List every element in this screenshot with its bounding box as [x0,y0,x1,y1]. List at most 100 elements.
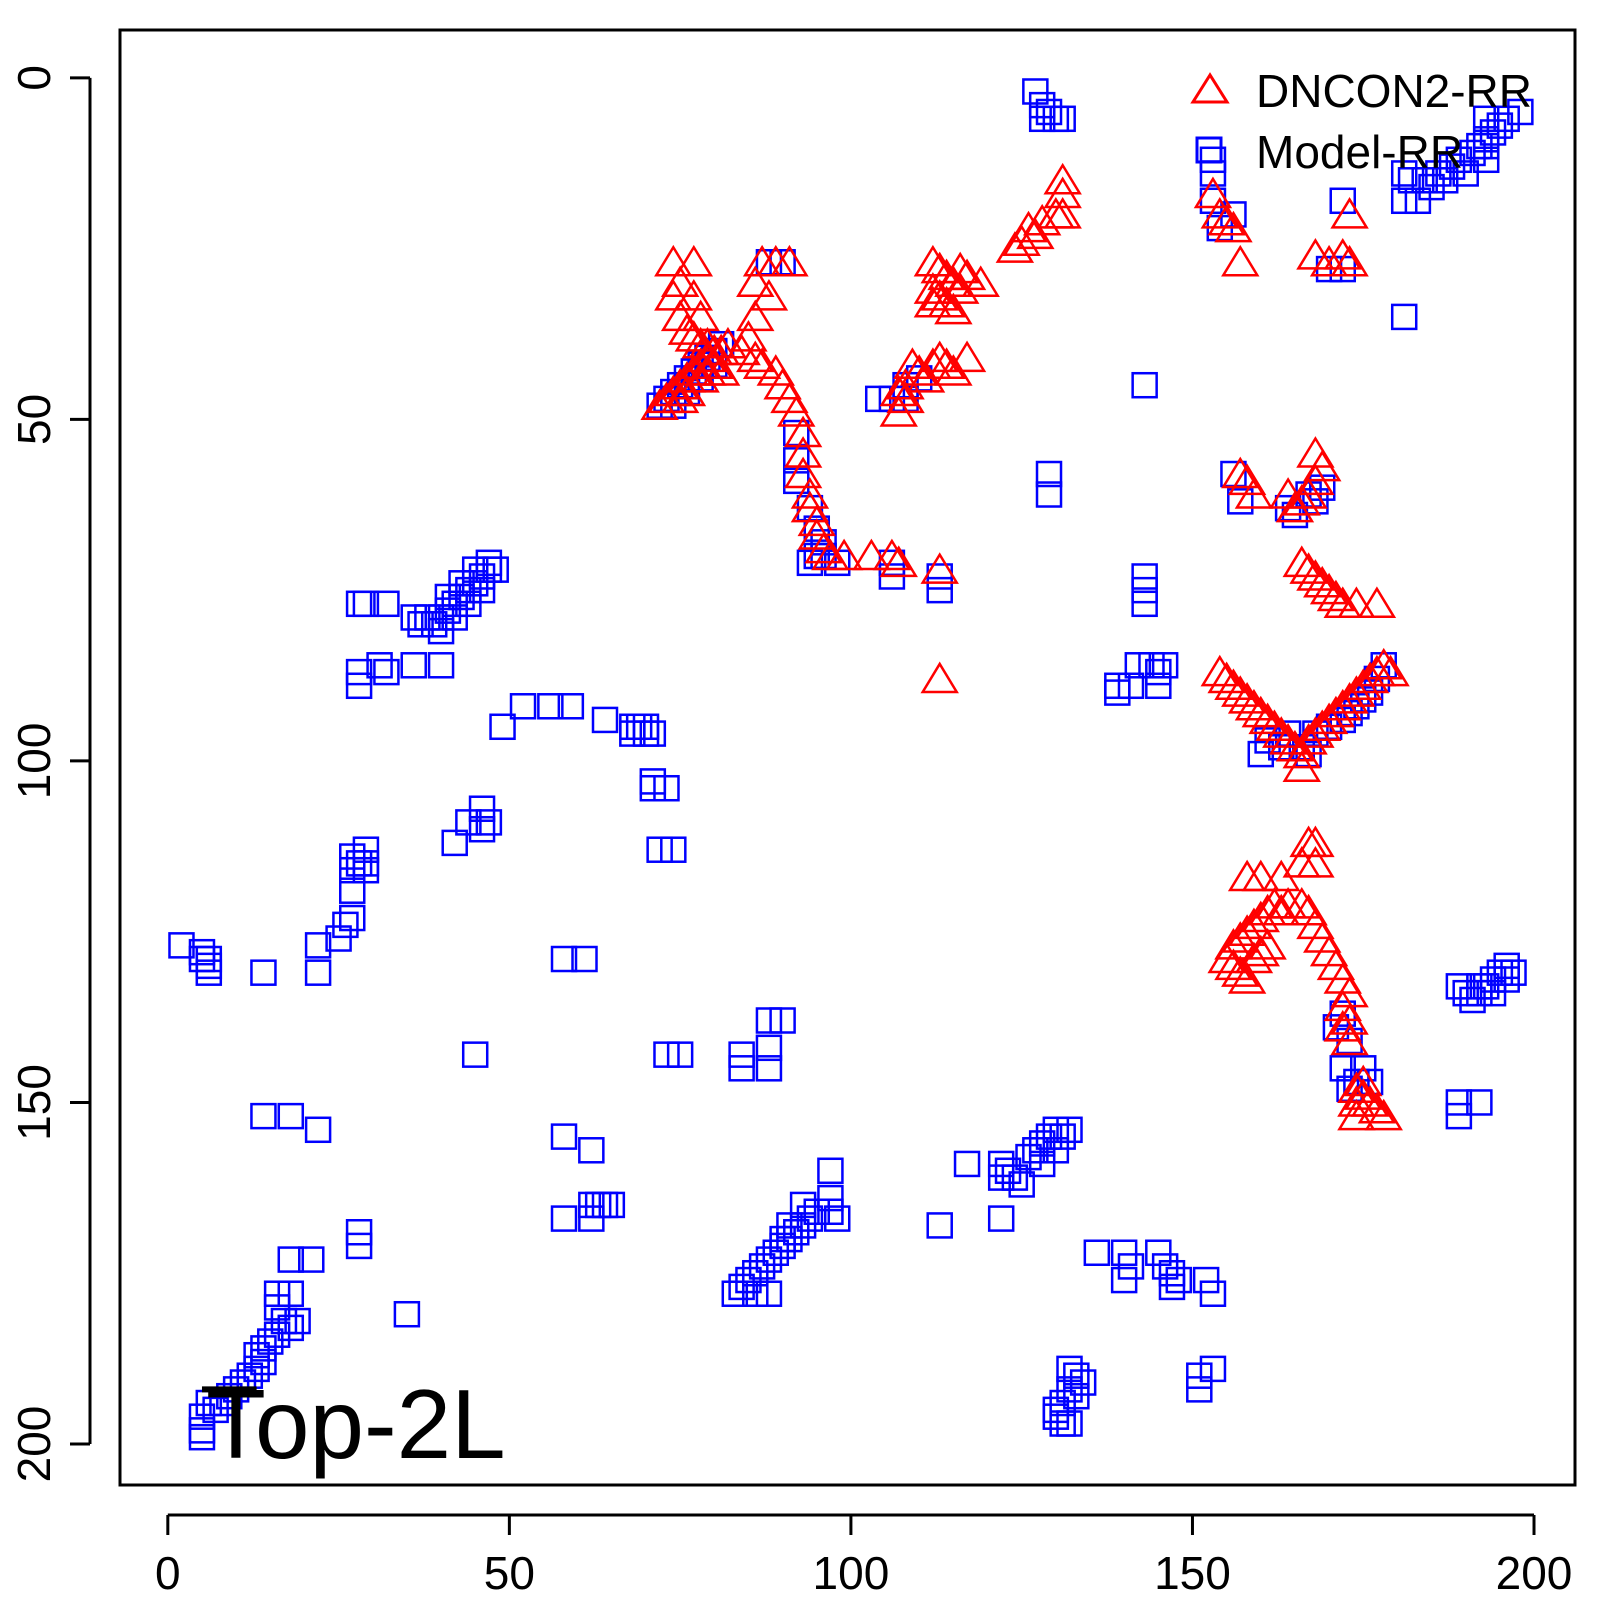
square-point [926,1212,953,1239]
square-point [400,604,427,631]
square-point [1056,1410,1083,1437]
square-point [1015,1143,1042,1171]
triangle-point [790,490,830,523]
square-point [1022,78,1049,105]
square-point [407,611,434,638]
square-point [1459,986,1486,1014]
square-point [339,877,366,904]
triangle-point [1241,859,1280,892]
square-point [1192,1266,1220,1294]
square-point [1063,1382,1090,1410]
square-point [1472,146,1500,174]
square-point [1083,1239,1111,1266]
y-tick-label: 50 [8,394,60,445]
triangle-point [961,265,1000,297]
square-point [455,576,482,604]
square-point [263,1321,291,1348]
triangle-point [1296,845,1335,878]
square-point [195,959,223,986]
square-point [461,1041,489,1068]
square-point [468,795,496,822]
square-point [1131,590,1158,618]
square-point [1452,160,1479,187]
square-point [414,604,441,631]
square-point [817,1184,844,1212]
triangle-point [1200,197,1240,229]
triangle-point [1357,1091,1397,1124]
square-point [277,1246,305,1273]
square-point [216,1382,243,1410]
square-point [1124,652,1152,679]
square-point [168,932,195,959]
square-point [1042,1137,1070,1164]
square-point [953,1150,981,1178]
square-point [461,570,489,597]
square-point [339,843,366,870]
square-point [475,809,503,836]
triangle-point [1221,675,1260,707]
square-point [619,720,646,747]
triangle-point [1207,661,1246,694]
square-point [427,617,455,645]
square-point [735,1266,762,1294]
legend-label-dncon2-rr: DNCON2-RR [1256,65,1532,117]
square-point [550,1123,578,1150]
triangle-point [1303,565,1342,598]
square-point [1063,1362,1090,1389]
square-point [660,836,687,863]
square-point [1479,979,1507,1007]
square-point [755,1246,783,1273]
square-point [441,590,468,618]
square-point [434,583,462,611]
triangle-point [1296,907,1335,940]
square-point [263,1294,291,1321]
square-point [1110,1239,1138,1266]
x-tick-label: 50 [484,1547,535,1599]
square-point [1131,576,1158,604]
triangle-point [1309,244,1349,277]
triangle-point [1248,927,1287,960]
square-point [277,1314,305,1342]
square-point [339,856,366,884]
triangle-point [777,395,816,427]
triangle-point [1227,682,1267,714]
triangle-point [1330,244,1369,277]
square-point [646,836,673,863]
triangle-point [1316,948,1356,981]
triangle-point [852,538,891,571]
square-point [1479,966,1507,993]
square-point [817,1157,844,1185]
triangle-point [749,278,789,311]
triangle-point [1221,456,1260,489]
triangle-point [920,340,959,373]
square-point [1445,146,1473,174]
square-point [441,604,468,631]
triangle-point [879,395,918,427]
triangle-point [1296,559,1335,591]
square-point [742,1280,769,1307]
triangle-point [770,381,809,414]
square-point [1186,1376,1213,1403]
triangle-point [729,319,768,352]
square-point [373,658,400,686]
triangle-point [1207,203,1246,236]
square-point [284,1307,311,1335]
square-point [202,1396,229,1424]
square-point [325,925,352,952]
triangle-point [695,347,734,379]
triangle-point [1043,162,1082,195]
triangle-point [1289,552,1328,584]
square-point [1445,1102,1473,1130]
triangle-point [1282,545,1321,578]
square-point [243,1355,270,1383]
triangle-point [701,354,741,386]
square-point [448,570,475,597]
x-tick-label: 0 [155,1547,181,1599]
square-point [578,1205,605,1232]
square-point [1418,173,1445,201]
triangle-point [1248,702,1287,735]
square-point [1452,979,1479,1007]
square-point [420,611,448,638]
triangle-point [1234,477,1274,509]
square-point [1049,1123,1076,1150]
